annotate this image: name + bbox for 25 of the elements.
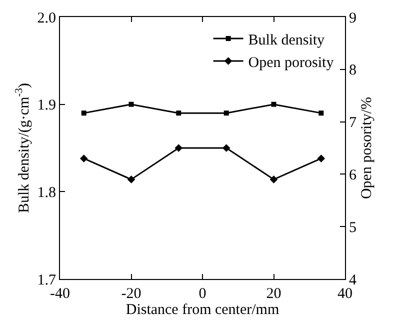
y2-tick-label: 7 xyxy=(349,115,357,132)
point xyxy=(317,154,326,162)
y-tick-label: 1.9 xyxy=(37,98,56,114)
legend-label: Bulk density xyxy=(248,32,326,48)
x-tick-label: 20 xyxy=(266,286,282,302)
y2-tick-label: 5 xyxy=(349,220,356,236)
y-tick-label: 2.0 xyxy=(37,10,56,26)
point xyxy=(174,144,183,152)
y2-tick-label: 6 xyxy=(349,167,357,184)
x-axis-title: Distance from center/mm xyxy=(126,302,280,318)
point xyxy=(127,176,136,184)
point xyxy=(270,176,278,184)
y2-tick-label: 8 xyxy=(349,62,356,79)
x-tick-label: 0 xyxy=(198,286,206,302)
y2-tick-label: 4 xyxy=(349,272,357,288)
point xyxy=(80,154,88,162)
legend-label: Open porosity xyxy=(248,54,334,71)
y2-axis-title: Open posority/% xyxy=(359,96,375,200)
point xyxy=(222,144,230,152)
x-tick-label: -40 xyxy=(50,286,70,302)
y2-tick-label: 9 xyxy=(349,10,356,26)
x-tick-label: -20 xyxy=(121,286,142,302)
y-tick-label: 1.7 xyxy=(37,272,56,288)
x-tick-label: 40 xyxy=(338,286,352,302)
y-tick-label: 1.8 xyxy=(37,184,56,201)
